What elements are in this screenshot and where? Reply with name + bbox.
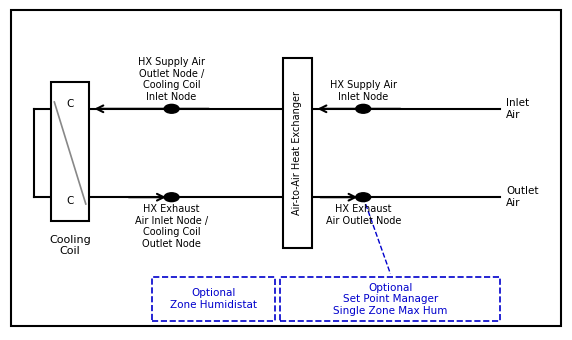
Text: HX Exhaust
Air Inlet Node /
Cooling Coil
Outlet Node: HX Exhaust Air Inlet Node / Cooling Coil… bbox=[135, 204, 208, 249]
Text: HX Supply Air
Inlet Node: HX Supply Air Inlet Node bbox=[329, 80, 397, 102]
Text: Outlet
Air: Outlet Air bbox=[506, 186, 539, 208]
Text: C: C bbox=[66, 99, 74, 109]
Circle shape bbox=[164, 104, 179, 113]
Text: HX Exhaust
Air Outlet Node: HX Exhaust Air Outlet Node bbox=[325, 204, 401, 226]
Circle shape bbox=[164, 193, 179, 202]
Text: HX Supply Air
Outlet Node /
Cooling Coil
Inlet Node: HX Supply Air Outlet Node / Cooling Coil… bbox=[138, 57, 205, 102]
Bar bbox=[51, 82, 89, 221]
Text: Optional
Set Point Manager
Single Zone Max Hum: Optional Set Point Manager Single Zone M… bbox=[333, 283, 447, 316]
Text: C: C bbox=[66, 195, 74, 206]
Bar bbox=[283, 58, 312, 248]
Circle shape bbox=[356, 104, 371, 113]
Bar bbox=[152, 277, 275, 321]
Bar bbox=[280, 277, 500, 321]
Text: Air-to-Air Heat Exchanger: Air-to-Air Heat Exchanger bbox=[292, 91, 303, 215]
Text: Optional
Zone Humidistat: Optional Zone Humidistat bbox=[169, 288, 257, 310]
Text: Cooling
Coil: Cooling Coil bbox=[49, 235, 91, 256]
Circle shape bbox=[356, 193, 371, 202]
Text: Inlet
Air: Inlet Air bbox=[506, 98, 529, 120]
